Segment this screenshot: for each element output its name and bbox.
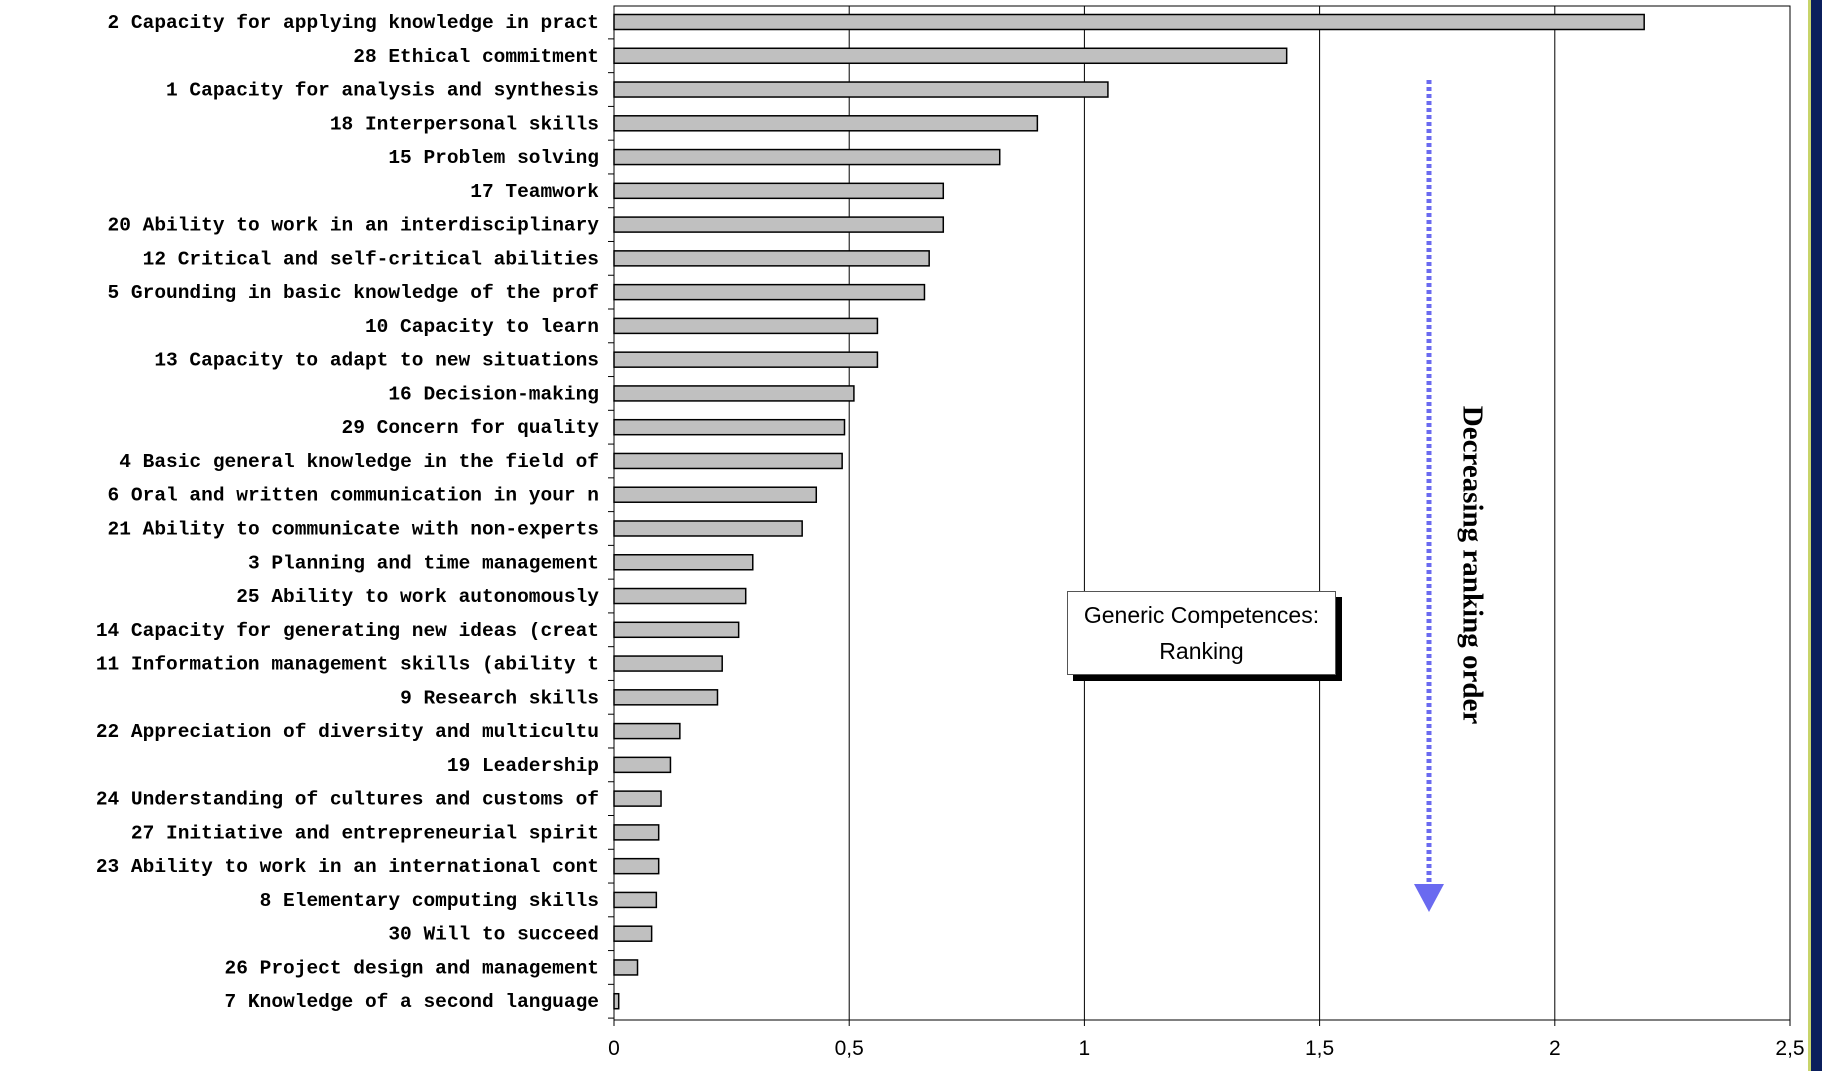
- category-label: 15 Problem solving: [388, 147, 599, 169]
- category-label: 24 Understanding of cultures and customs…: [96, 789, 599, 811]
- bar: [613, 351, 879, 368]
- x-tick-label: 0,5: [835, 1037, 864, 1060]
- category-label: 26 Project design and management: [225, 957, 599, 979]
- bar: [613, 47, 1288, 65]
- bar: [613, 621, 740, 639]
- bar: [613, 992, 620, 1010]
- bar: [613, 689, 719, 706]
- chart-title-box: Generic Competences: Ranking: [1067, 591, 1336, 675]
- bar: [613, 891, 658, 909]
- category-label: 1 Capacity for analysis and synthesis: [166, 80, 599, 102]
- bar: [613, 317, 879, 335]
- slide-edge-border: [1808, 0, 1822, 1071]
- bar: [613, 148, 1001, 166]
- category-label: 25 Ability to work autonomously: [236, 586, 599, 608]
- bar: [613, 385, 855, 402]
- bar: [613, 182, 945, 200]
- category-label: 8 Elementary computing skills: [260, 890, 599, 912]
- bar: [613, 756, 672, 774]
- bar: [613, 115, 1039, 132]
- bar: [613, 13, 1645, 31]
- bars: [613, 13, 1645, 1010]
- category-label: 19 Leadership: [447, 755, 599, 777]
- category-label: 18 Interpersonal skills: [330, 113, 599, 135]
- category-label: 30 Will to succeed: [388, 924, 599, 946]
- bar: [613, 520, 803, 537]
- bar: [613, 925, 653, 942]
- decreasing-arrow: [1414, 80, 1444, 912]
- category-label: 3 Planning and time management: [248, 552, 599, 574]
- category-label: 2 Capacity for applying knowledge in pra…: [108, 12, 599, 34]
- x-tick-label: 2: [1549, 1037, 1561, 1060]
- bar: [613, 81, 1109, 98]
- plot-frame: [613, 5, 1791, 1021]
- bar: [613, 857, 660, 875]
- bar: [613, 959, 639, 976]
- x-tick-label: 0: [608, 1037, 620, 1060]
- arrow-head: [1414, 884, 1444, 912]
- bar: [613, 790, 662, 807]
- x-tick-label: 2,5: [1775, 1037, 1804, 1060]
- category-label: 21 Ability to communicate with non-exper…: [108, 518, 599, 540]
- bar: [613, 250, 930, 267]
- category-label: 27 Initiative and entrepreneurial spirit: [131, 822, 599, 844]
- category-label: 11 Information management skills (abilit…: [96, 654, 599, 676]
- bar: [613, 587, 747, 605]
- axes: [608, 5, 1791, 1026]
- category-label: 7 Knowledge of a second language: [225, 991, 599, 1013]
- category-label: 17 Teamwork: [470, 181, 599, 203]
- bar: [613, 216, 945, 233]
- category-label: 20 Ability to work in an interdisciplina…: [108, 215, 600, 237]
- bar: [613, 722, 681, 740]
- category-label: 10 Capacity to learn: [365, 316, 599, 338]
- bar: [613, 824, 660, 841]
- category-label: 22 Appreciation of diversity and multicu…: [96, 721, 599, 743]
- category-label: 6 Oral and written communication in your…: [108, 485, 599, 507]
- chart-subtitle: Ranking: [1159, 638, 1244, 664]
- bar: [613, 655, 723, 672]
- category-label: 29 Concern for quality: [342, 417, 600, 439]
- bar: [613, 452, 843, 470]
- bar: [613, 418, 846, 436]
- bar: [613, 554, 754, 571]
- category-label: 5 Grounding in basic knowledge of the pr…: [108, 282, 599, 304]
- category-label: 14 Capacity for generating new ideas (cr…: [96, 620, 599, 642]
- bar: [613, 283, 926, 301]
- category-labels: 2 Capacity for applying knowledge in pra…: [96, 12, 599, 1013]
- category-label: 9 Research skills: [400, 687, 599, 709]
- category-label: 4 Basic general knowledge in the field o…: [119, 451, 599, 473]
- x-tick-labels: 0 0,5 1 1,5 2 2,5: [608, 1037, 1804, 1060]
- ranking-annotation-text: Decreasing ranking order: [1456, 405, 1489, 725]
- x-tick-label: 1,5: [1305, 1037, 1334, 1060]
- category-label: 28 Ethical commitment: [353, 46, 599, 68]
- gridlines: [848, 6, 1556, 1020]
- chart-title: Generic Competences:: [1083, 602, 1320, 628]
- category-label: 13 Capacity to adapt to new situations: [154, 350, 599, 372]
- category-label: 12 Critical and self-critical abilities: [143, 248, 599, 270]
- category-label: 23 Ability to work in an international c…: [96, 856, 599, 878]
- category-label: 16 Decision-making: [388, 383, 599, 405]
- bar: [613, 486, 818, 503]
- x-tick-label: 1: [1079, 1037, 1091, 1060]
